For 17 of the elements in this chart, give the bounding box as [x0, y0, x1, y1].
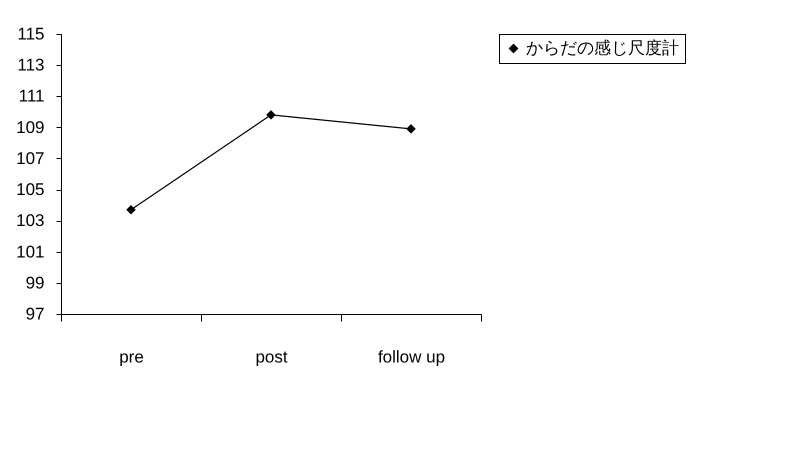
y-tick-label: 97: [26, 304, 44, 324]
point: [406, 124, 416, 134]
y-tick-label: 115: [17, 24, 44, 44]
x-tick-label: follow up: [378, 348, 446, 366]
y-tick-label: 99: [26, 273, 44, 292]
y-tick-label: 113: [17, 56, 44, 75]
y-tick-label: 107: [16, 148, 44, 168]
y-tick-label: 103: [16, 211, 44, 230]
y-tick-label: 109: [16, 118, 44, 137]
point: [126, 205, 136, 215]
point: [266, 110, 276, 120]
x-tick-label: post: [255, 348, 288, 366]
y-tick-label: 105: [16, 180, 44, 200]
x-tick-label: pre: [119, 348, 144, 366]
y-tick-label: 101: [16, 242, 44, 262]
y-tick-label: 111: [18, 86, 44, 106]
legend-label: からだの感じ尺度計: [526, 38, 679, 58]
